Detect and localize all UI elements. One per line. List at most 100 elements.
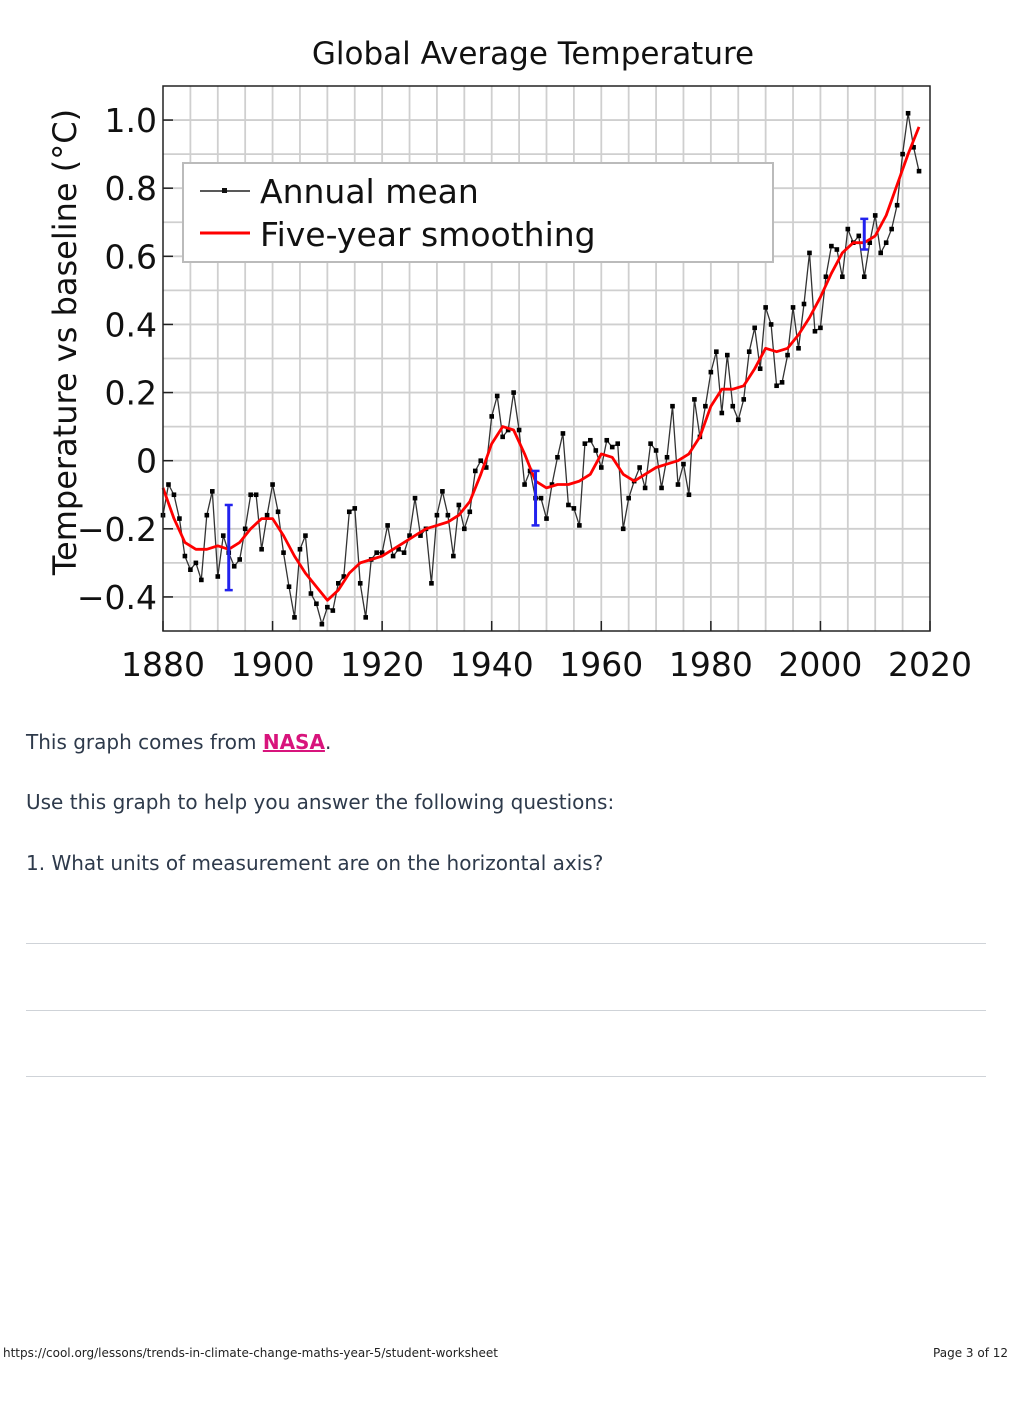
annual-mean-point bbox=[609, 444, 615, 450]
annual-mean-point bbox=[894, 202, 900, 208]
annual-mean-point bbox=[511, 390, 516, 395]
chart-title: Global Average Temperature bbox=[312, 36, 754, 72]
annual-mean-point bbox=[823, 274, 829, 280]
annual-mean-point bbox=[516, 427, 522, 433]
annual-mean-point bbox=[171, 492, 177, 498]
x-tick-label: 1940 bbox=[450, 645, 534, 684]
annual-mean-point bbox=[401, 550, 407, 555]
annual-mean-point bbox=[681, 461, 686, 467]
annual-mean-point bbox=[555, 454, 560, 460]
annual-mean-point bbox=[571, 506, 577, 511]
annual-mean-point bbox=[653, 448, 659, 453]
annual-mean-point bbox=[177, 516, 182, 521]
annual-mean-point bbox=[544, 516, 549, 521]
annual-mean-point bbox=[231, 563, 237, 569]
answer-line[interactable] bbox=[26, 1076, 986, 1077]
annual-mean-point bbox=[905, 110, 911, 116]
annual-mean-point bbox=[270, 482, 275, 487]
annual-mean-point bbox=[719, 410, 725, 416]
annual-mean-point bbox=[763, 305, 768, 310]
answer-line[interactable] bbox=[26, 1010, 986, 1011]
y-tick-label: 1.0 bbox=[105, 101, 157, 140]
source-suffix: . bbox=[324, 730, 332, 754]
annual-mean-point bbox=[374, 550, 379, 555]
annual-mean-point bbox=[588, 437, 593, 443]
y-tick-label: 0.6 bbox=[105, 237, 157, 276]
error-bar bbox=[224, 503, 233, 592]
annual-mean-point bbox=[774, 383, 779, 389]
legend: Annual mean Five-year smoothing bbox=[182, 162, 774, 263]
annual-mean-point bbox=[286, 584, 292, 590]
legend-annual-marker bbox=[222, 188, 227, 193]
annual-mean-point bbox=[840, 274, 845, 280]
annual-mean-point bbox=[412, 495, 418, 501]
nasa-link[interactable]: NASA bbox=[262, 730, 325, 754]
annual-mean-point bbox=[829, 243, 834, 249]
annual-mean-point bbox=[199, 577, 204, 583]
x-tick-label: 2020 bbox=[888, 645, 972, 684]
annual-mean-point bbox=[522, 482, 527, 487]
annual-mean-point bbox=[692, 397, 697, 402]
x-tick-label: 1900 bbox=[231, 645, 315, 684]
annual-mean-point bbox=[752, 325, 757, 331]
annual-mean-point bbox=[500, 434, 505, 440]
annual-mean-point bbox=[785, 352, 790, 358]
annual-mean-point bbox=[472, 468, 478, 474]
annual-mean-point bbox=[626, 495, 631, 501]
annual-mean-point bbox=[735, 417, 741, 423]
annual-mean-point bbox=[642, 485, 648, 491]
temperature-chart: Global Average Temperature 1.0 0.8 0.6 0.4 0… bbox=[46, 36, 972, 684]
y-tick-label: 0.4 bbox=[105, 305, 157, 344]
annual-mean-point bbox=[577, 523, 582, 528]
annual-mean-point bbox=[796, 345, 801, 351]
annual-mean-point bbox=[724, 352, 730, 358]
x-tick-label: 1980 bbox=[669, 645, 753, 684]
annual-mean-point bbox=[440, 489, 445, 494]
annual-mean-point bbox=[341, 574, 347, 579]
x-tick-label: 1880 bbox=[121, 645, 205, 684]
annual-mean-point bbox=[675, 482, 681, 487]
y-tick-label: 0.2 bbox=[105, 374, 157, 413]
question-1: 1. What units of measurement are on the … bbox=[26, 851, 604, 875]
annual-mean-point bbox=[319, 621, 325, 627]
legend-annual-label: Annual mean bbox=[260, 172, 479, 211]
annual-mean-point bbox=[637, 465, 642, 470]
annual-mean-point bbox=[418, 533, 423, 538]
annual-mean-point bbox=[878, 250, 883, 256]
annual-mean-point bbox=[807, 250, 812, 256]
annual-mean-point bbox=[538, 495, 544, 501]
annual-mean-point bbox=[845, 226, 851, 232]
annual-mean-point bbox=[429, 581, 434, 586]
annual-mean-point bbox=[434, 512, 440, 518]
annual-mean-point bbox=[812, 328, 818, 334]
plot-frame bbox=[162, 85, 931, 632]
answer-line[interactable] bbox=[26, 943, 986, 944]
annual-mean-point bbox=[363, 615, 369, 620]
annual-mean-point bbox=[314, 601, 319, 607]
annual-mean-point bbox=[259, 546, 264, 552]
annual-mean-point bbox=[549, 482, 555, 487]
y-tick-label: −0.4 bbox=[77, 578, 157, 617]
x-tick-label: 1920 bbox=[340, 645, 424, 684]
annual-mean-point bbox=[188, 567, 193, 572]
annual-mean-point bbox=[818, 325, 823, 331]
y-tick-label: −0.2 bbox=[77, 510, 157, 549]
annual-mean-point bbox=[281, 550, 286, 555]
annual-mean-point bbox=[703, 403, 708, 409]
annual-mean-point bbox=[834, 247, 840, 252]
annual-mean-point bbox=[659, 485, 664, 491]
annual-mean-point bbox=[451, 553, 456, 559]
annual-mean-point bbox=[215, 574, 221, 579]
annual-mean-point bbox=[166, 482, 171, 487]
annual-mean-point bbox=[867, 240, 873, 245]
annual-mean-point bbox=[237, 557, 242, 562]
annual-mean-point bbox=[253, 492, 259, 498]
annual-mean-point bbox=[730, 403, 736, 409]
annual-mean-point bbox=[883, 240, 889, 245]
annual-mean-point bbox=[352, 506, 358, 511]
legend-box bbox=[182, 162, 774, 263]
annual-mean-point bbox=[248, 492, 253, 498]
annual-mean-point bbox=[856, 233, 862, 239]
annual-mean-point bbox=[483, 465, 489, 470]
instruction-text: Use this graph to help you answer the fo… bbox=[26, 790, 615, 814]
